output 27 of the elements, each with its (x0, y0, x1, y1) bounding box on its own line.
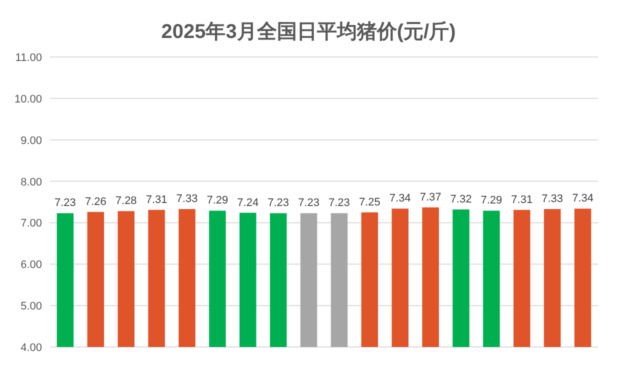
data-label: 7.28 (115, 195, 137, 208)
y-tick-label: 11.00 (15, 52, 42, 64)
y-tick-label: 10.00 (14, 93, 42, 106)
data-label: 7.29 (480, 194, 502, 207)
y-tick-label: 7.00 (20, 218, 42, 230)
y-tick-label: 4.00 (20, 342, 42, 354)
data-label: 7.23 (268, 197, 290, 210)
data-label: 7.31 (146, 194, 168, 206)
data-label: 7.34 (389, 192, 411, 205)
y-tick-label: 8.00 (20, 176, 42, 188)
data-label: 7.24 (237, 196, 259, 209)
data-label: 7.29 (206, 194, 228, 207)
y-tick-label: 9.00 (20, 134, 42, 147)
chart-title: 2025年3月全国日平均猪价(元/斤) (161, 20, 456, 43)
data-label: 7.23 (328, 197, 350, 210)
data-label: 7.34 (572, 192, 594, 205)
data-label: 7.32 (450, 193, 472, 206)
data-label: 7.33 (176, 193, 198, 206)
data-label: 7.33 (542, 193, 564, 206)
data-label: 7.23 (298, 197, 320, 210)
data-label: 7.31 (511, 194, 533, 206)
y-tick-label: 5.00 (20, 300, 42, 313)
y-tick-label: 6.00 (20, 259, 42, 272)
data-label: 7.26 (84, 196, 106, 208)
data-label: 7.37 (420, 191, 442, 204)
data-label: 7.25 (358, 196, 380, 208)
data-label: 7.23 (54, 197, 76, 210)
